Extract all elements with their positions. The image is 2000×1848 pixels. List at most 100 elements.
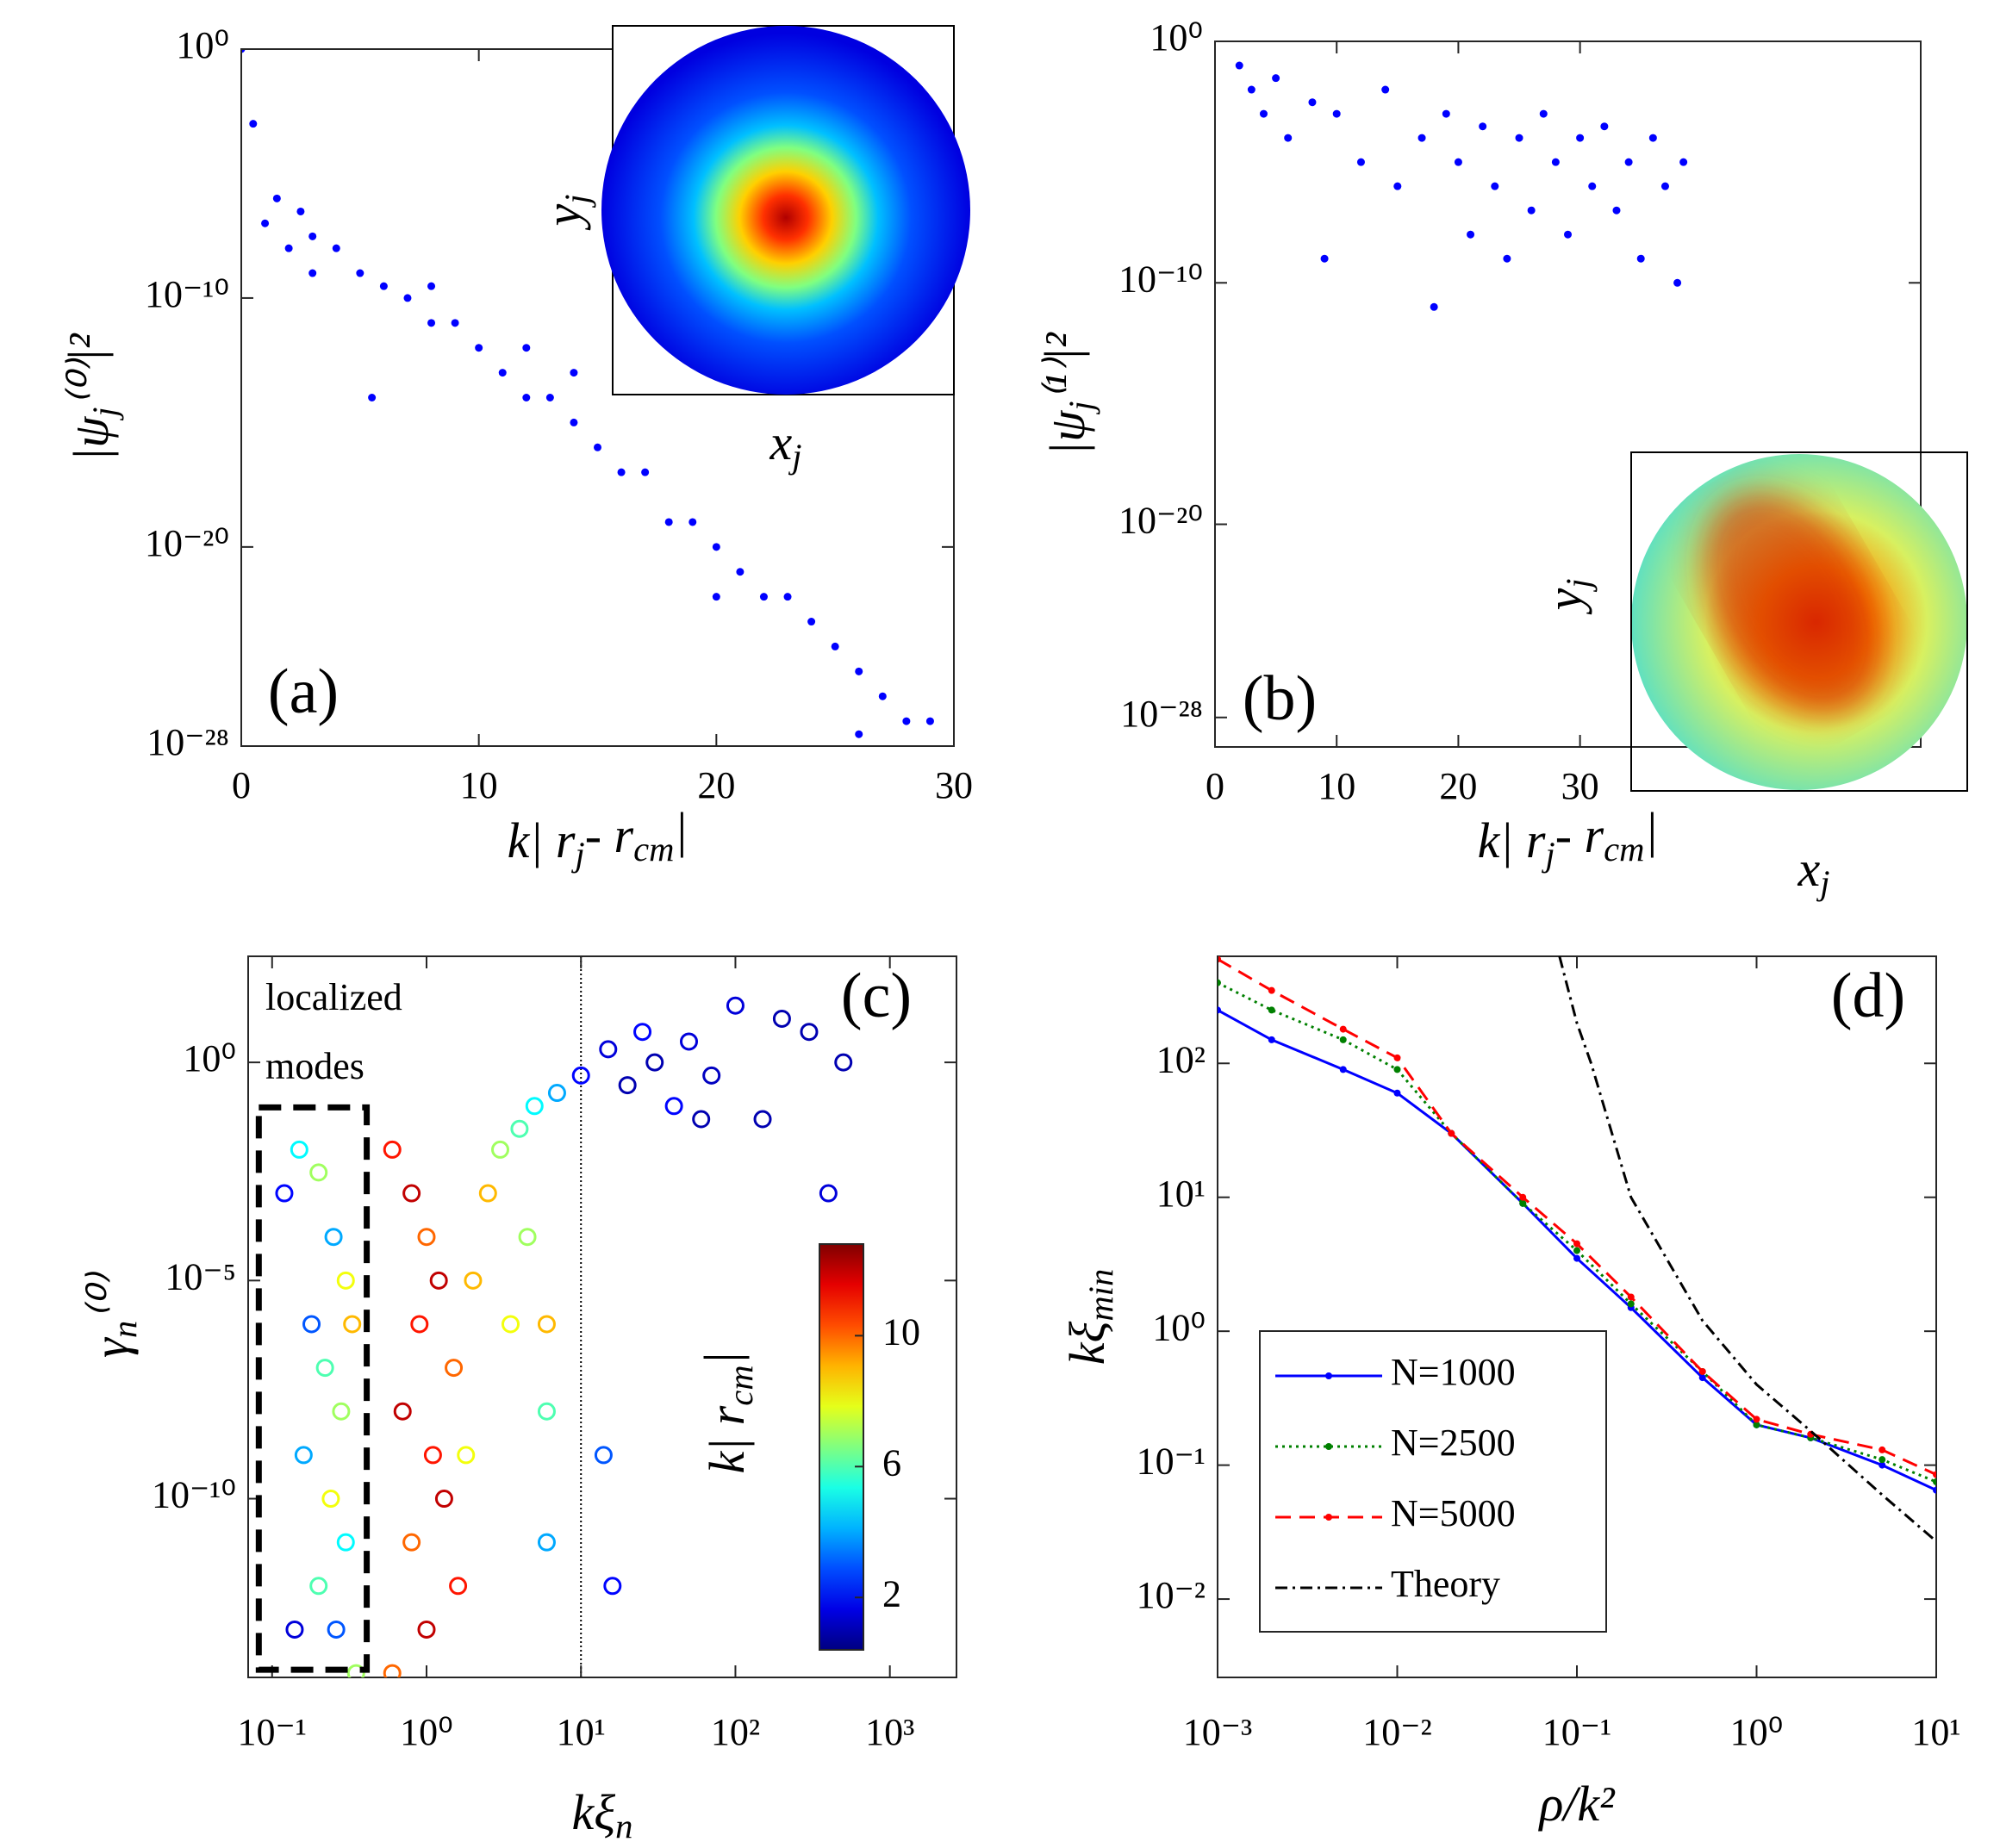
point	[545, 394, 554, 401]
x-tick-label: 10	[460, 764, 498, 806]
x-tick-label: 0	[232, 764, 251, 806]
point	[537, 1533, 556, 1552]
inset-x-label: xj	[1797, 841, 1829, 902]
point	[327, 1620, 346, 1639]
point	[403, 294, 412, 302]
point	[1660, 182, 1669, 190]
inset-a	[601, 25, 970, 395]
point	[1332, 109, 1341, 118]
legend-label: N=2500	[1391, 1422, 1516, 1464]
series-marker	[1448, 1129, 1455, 1137]
point	[664, 1097, 683, 1116]
point	[594, 1446, 613, 1465]
legend-marker	[1325, 1514, 1332, 1521]
point	[402, 1184, 421, 1203]
point	[346, 1664, 365, 1677]
point	[759, 593, 768, 601]
point	[502, 1315, 520, 1334]
point	[1272, 74, 1280, 83]
series-marker	[1879, 1456, 1886, 1464]
point	[343, 1315, 362, 1334]
y-tick-label: 10⁻²	[1137, 1574, 1206, 1616]
x-axis-label-part: k| r	[508, 812, 576, 868]
point	[321, 1490, 340, 1509]
y-axis-label: |ψj⁽¹⁾|²	[1034, 332, 1100, 456]
y-tick-label: 10⁻²⁰	[1118, 500, 1203, 542]
inset-blob	[1702, 491, 1883, 715]
series-line	[1558, 956, 1936, 1543]
point	[1564, 230, 1572, 239]
plot-area	[1235, 61, 1688, 311]
point	[478, 1184, 497, 1203]
x-tick-label: 10⁻¹	[238, 1711, 307, 1753]
x-axis-label-part: j	[1541, 836, 1555, 874]
colorbar	[819, 1243, 864, 1651]
series-marker	[1879, 1461, 1886, 1469]
point	[1679, 158, 1688, 166]
point	[736, 568, 745, 576]
point	[272, 194, 281, 202]
y-axis-label-part: kξ	[1059, 1321, 1115, 1365]
y-tick-label: 10⁻¹	[1137, 1440, 1206, 1483]
point	[664, 518, 673, 526]
x-tick-label: 10⁻¹	[1542, 1711, 1611, 1753]
series-marker	[1393, 1066, 1401, 1073]
series-marker	[1627, 1293, 1635, 1301]
point	[383, 1664, 402, 1677]
inset-y-label-part: y	[1536, 588, 1592, 615]
point	[332, 244, 340, 252]
colorbar-label-part: k| r	[699, 1405, 755, 1473]
y-axis-label-part: min	[1082, 1269, 1121, 1322]
point	[1491, 182, 1499, 190]
series-marker	[1573, 1254, 1580, 1262]
y-tick-label: 10⁻²⁸	[146, 721, 229, 763]
point	[1356, 158, 1365, 166]
x-axis-label-part: cm	[1604, 830, 1644, 868]
point	[434, 1490, 453, 1509]
point	[878, 692, 887, 700]
series-marker	[1519, 1193, 1527, 1201]
point	[290, 1140, 308, 1159]
x-tick-label: 20	[697, 764, 735, 806]
x-axis-label-part: |	[674, 802, 688, 858]
point	[1600, 122, 1609, 131]
legend-marker	[1325, 1372, 1332, 1379]
point	[379, 282, 388, 290]
y-axis-label-part: j	[1062, 401, 1101, 414]
point	[1430, 302, 1438, 311]
y-axis-label-part: j	[86, 407, 125, 420]
inset-y-label-part: j	[558, 194, 597, 208]
x-axis-label: kξn	[572, 1784, 633, 1845]
panel-label: (a)	[268, 656, 339, 727]
series-marker	[1933, 1471, 1936, 1478]
inset-x-label-part: x	[1797, 841, 1820, 897]
point	[332, 1402, 351, 1421]
point	[772, 1009, 791, 1028]
colorbar-label: k| rcm|	[694, 1351, 760, 1473]
point	[633, 1023, 652, 1042]
point	[1381, 85, 1390, 94]
legend-label: Theory	[1391, 1563, 1500, 1605]
point	[261, 219, 270, 227]
y-tick-label: 10⁰	[1150, 16, 1203, 59]
point	[336, 1533, 355, 1552]
point	[800, 1023, 819, 1042]
point	[819, 1184, 838, 1203]
point	[249, 120, 258, 128]
y-tick-label: 10⁻¹⁰	[145, 273, 229, 315]
x-axis-label-part: kξ	[572, 1784, 616, 1840]
point	[571, 1066, 590, 1085]
point	[457, 1446, 476, 1465]
point	[309, 1163, 328, 1182]
point	[1612, 206, 1621, 215]
point	[688, 518, 697, 526]
y-axis-label-part: ⁽⁰⁾|²	[58, 333, 114, 408]
series-marker	[1218, 979, 1221, 986]
point	[1467, 230, 1475, 239]
point	[712, 593, 720, 601]
point	[445, 1359, 464, 1378]
x-axis-label-part: ρ/k²	[1537, 1776, 1616, 1832]
point	[726, 996, 745, 1015]
inset-frame	[1630, 451, 1968, 792]
point	[617, 468, 626, 476]
